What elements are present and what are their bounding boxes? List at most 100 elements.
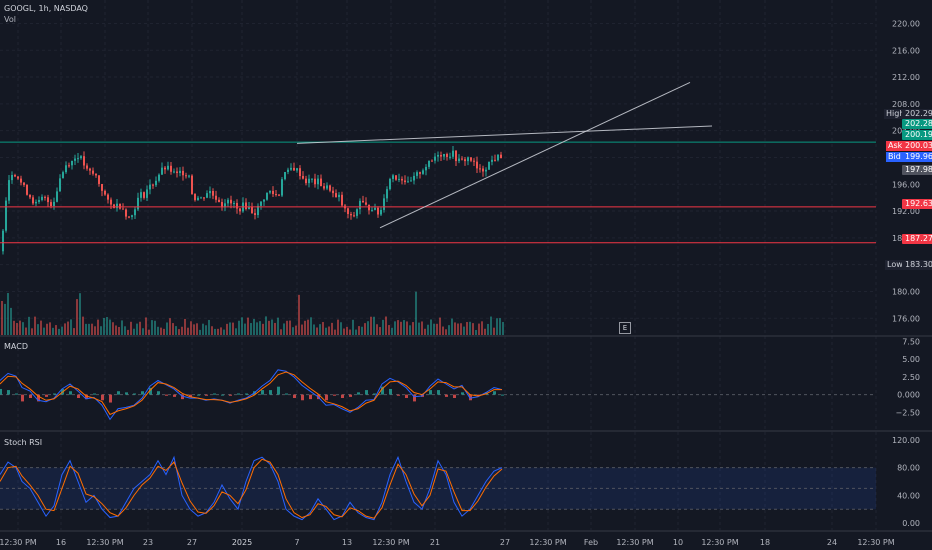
ask-value: 200.03 — [902, 141, 932, 151]
candle-body — [395, 175, 397, 180]
candle-body — [164, 167, 166, 170]
candle-body — [101, 183, 103, 191]
volume-bar — [79, 293, 81, 335]
candle-body — [179, 170, 181, 174]
volume-bar — [13, 320, 15, 335]
volume-bar — [274, 322, 276, 335]
candle-body — [428, 160, 430, 167]
ask-label: Ask — [886, 141, 905, 151]
volume-bar — [457, 323, 459, 335]
volume-bar — [421, 321, 423, 335]
volume-bar — [220, 327, 222, 335]
macd-histogram-bar — [93, 393, 96, 395]
candle-body — [302, 176, 304, 179]
macd-label[interactable]: MACD — [4, 342, 28, 351]
candle-body — [215, 195, 217, 200]
volume-bar — [295, 325, 297, 335]
candle-body — [158, 174, 160, 181]
macd-histogram-bar — [293, 394, 296, 399]
stoch-tick-label: 120.00 — [892, 436, 920, 445]
x-tick-label: 12:30 PM — [616, 538, 653, 547]
macd-histogram-bar — [445, 394, 448, 397]
volume-bar — [343, 328, 345, 335]
macd-histogram-bar — [349, 394, 352, 397]
candle-body — [458, 158, 460, 162]
volume-bar — [70, 319, 72, 335]
candle-body — [137, 197, 139, 210]
volume-bar — [439, 317, 441, 335]
candle-body — [404, 180, 406, 183]
volume-bar — [469, 321, 471, 335]
x-tick-label: 27 — [500, 538, 510, 547]
candle-body — [281, 179, 283, 196]
volume-bar — [97, 319, 99, 335]
volume-bar — [286, 320, 288, 335]
volume-bar — [304, 320, 306, 335]
candle-body — [233, 203, 235, 205]
price-tick-label: 196.00 — [892, 180, 920, 189]
volume-bar — [487, 323, 489, 335]
volume-bar — [313, 324, 315, 335]
candle-body — [254, 213, 256, 216]
volume-bar — [319, 324, 321, 335]
x-tick-label: 12:30 PM — [372, 538, 409, 547]
volume-bar — [256, 322, 258, 335]
candle-body — [65, 165, 67, 173]
candle-body — [218, 199, 220, 203]
volume-bar — [250, 323, 252, 335]
volume-bar — [226, 323, 228, 335]
volume-bar — [445, 329, 447, 335]
volume-bar — [235, 328, 237, 335]
candle-body — [260, 201, 262, 206]
volume-bar — [28, 316, 30, 335]
volume-bar — [130, 321, 132, 335]
candle-body — [479, 168, 481, 170]
volume-bar — [229, 322, 231, 335]
macd-histogram-bar — [109, 394, 112, 403]
candle-body — [5, 200, 7, 231]
candle-body — [236, 203, 238, 209]
candle-body — [275, 194, 277, 196]
macd-histogram-bar — [453, 394, 456, 399]
candle-body — [116, 203, 118, 209]
price-tick-label: 192.00 — [892, 207, 920, 216]
earnings-event-marker[interactable]: E — [619, 322, 631, 334]
volume-bar — [424, 328, 426, 335]
stoch-rsi-label[interactable]: Stoch RSI — [4, 438, 43, 447]
candle-body — [356, 209, 358, 216]
macd-histogram-bar — [141, 391, 144, 395]
volume-bar — [196, 323, 198, 335]
volume-bar — [112, 322, 114, 335]
volume-bar — [430, 319, 432, 335]
candle-body — [230, 199, 232, 204]
volume-bar — [52, 327, 54, 335]
candle-body — [194, 193, 196, 201]
volume-bar — [292, 327, 294, 335]
candle-body — [326, 185, 328, 189]
x-tick-label: Feb — [584, 538, 598, 547]
macd-histogram-bar — [117, 391, 120, 395]
volume-bar — [496, 318, 498, 335]
candle-body — [287, 169, 289, 172]
candle-body — [467, 157, 469, 162]
candle-body — [347, 208, 349, 215]
candle-body — [446, 153, 448, 157]
macd-histogram-bar — [149, 387, 152, 395]
volume-bar — [481, 321, 483, 335]
candle-body — [47, 197, 49, 203]
volume-bar — [403, 320, 405, 335]
macd-line — [0, 369, 503, 421]
candle-body — [473, 160, 475, 162]
candle-body — [374, 207, 376, 210]
macd-histogram-bar — [493, 391, 496, 395]
macd-histogram-bar — [53, 393, 56, 395]
candle-body — [389, 178, 391, 190]
macd-histogram-bar — [165, 394, 168, 396]
volume-bar — [211, 326, 213, 335]
symbol-title[interactable]: GOOGL, 1h, NASDAQ — [4, 4, 88, 13]
macd-histogram-bar — [221, 394, 224, 396]
volume-bar — [214, 328, 216, 335]
volume-bar — [100, 326, 102, 335]
macd-histogram-bar — [37, 394, 40, 402]
